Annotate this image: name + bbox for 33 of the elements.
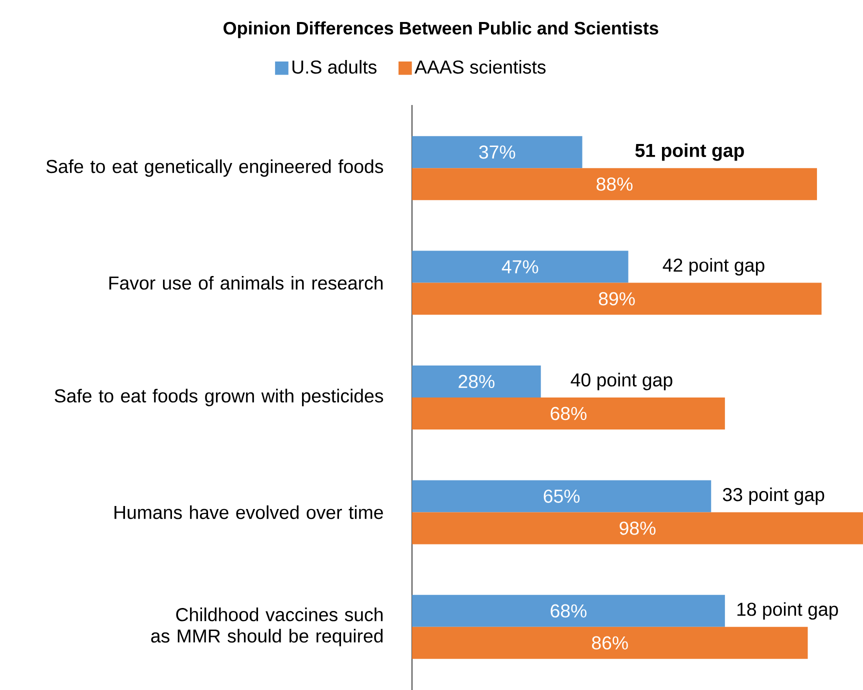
bar [412, 136, 582, 168]
bar [412, 366, 541, 398]
y-tick-label: Safe to eat foods grown with pesticides [54, 388, 384, 406]
annotation: 51 point gap [635, 143, 744, 161]
bar [412, 594, 725, 627]
annotation: 33 point gap [722, 488, 824, 505]
data-label: 98% [620, 522, 656, 535]
bar [412, 168, 817, 200]
data-label: 28% [458, 374, 494, 388]
data-label: 68% [550, 406, 586, 420]
annotation: 40 point gap [570, 372, 672, 390]
bar [412, 250, 628, 283]
data-label: 86% [592, 636, 628, 650]
data-label: 37% [479, 145, 516, 159]
data-label: 65% [544, 490, 580, 503]
chart-title: Opinion Differences Between Public and Scientists [224, 21, 658, 38]
data-label: 88% [596, 177, 632, 191]
data-label: 89% [598, 292, 635, 306]
data-label: 47% [502, 260, 538, 274]
bar [412, 282, 822, 315]
annotation: 18 point gap [737, 602, 838, 620]
legend-label: AAAS scientists [414, 60, 546, 74]
data-label: 68% [550, 604, 586, 618]
bar [412, 512, 863, 544]
annotation: 42 point gap [662, 258, 764, 276]
bar [412, 480, 712, 512]
bar [412, 398, 725, 430]
y-tick-label: Favor use of animals in research [109, 276, 383, 290]
y-tick-label: Safe to eat genetically engineered foods [46, 159, 384, 177]
bar [412, 626, 808, 659]
y-tick-label: Childhood vaccines such as MMR should be required [151, 608, 383, 646]
legend-label: U.S adults [292, 60, 376, 74]
y-tick-label: Humans have evolved over time [114, 505, 383, 520]
